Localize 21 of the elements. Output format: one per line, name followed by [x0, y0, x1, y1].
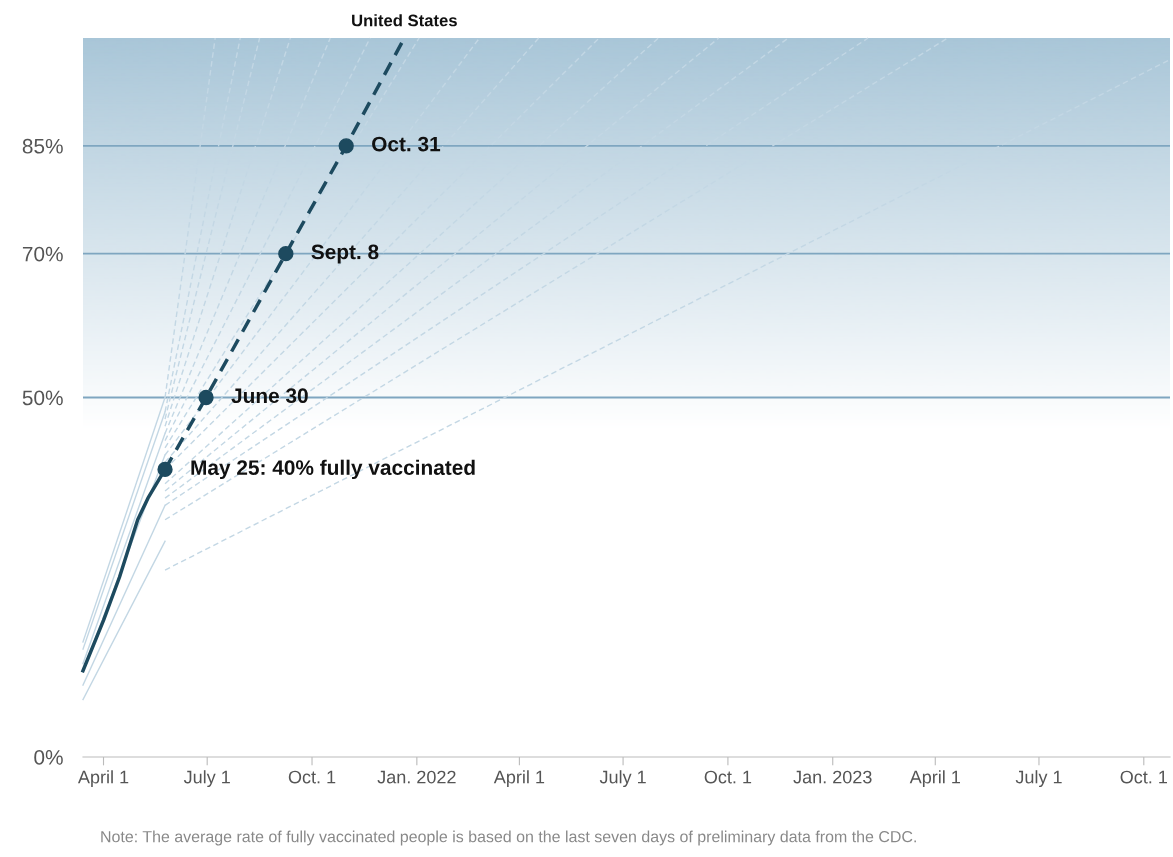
x-tick-label: July 1 — [599, 770, 646, 788]
text: Note: The average rate of fully vaccinated people is based on the last seven days of preliminary data from the CDC. — [101, 830, 916, 846]
x-tick-label: April 1 — [77, 770, 129, 788]
x-tick-label: Jan. 2023 — [793, 770, 872, 784]
x-tick-label: July 1 — [183, 770, 230, 788]
annotation: May 25: 40% fully vaccinated — [191, 459, 475, 480]
x-tick-label: Jan. 2022 — [377, 770, 456, 784]
x-tick-label: Oct. 1 — [704, 770, 752, 784]
y-tick-label: 50% — [22, 390, 63, 406]
x-tick-label: April 1 — [909, 770, 960, 788]
x-tick-label: Oct. 1 — [288, 770, 336, 784]
y-tick-label: 85% — [22, 138, 63, 154]
x-tick-label: Oct. 1 — [1120, 770, 1167, 784]
annotation: June 30 — [231, 388, 308, 404]
annotation: Sept. 8 — [311, 244, 379, 264]
x-tick-label: April 1 — [493, 770, 545, 788]
x-tick-label: July 1 — [1015, 770, 1062, 788]
series-label: United States — [352, 14, 457, 27]
annotation: Oct. 31 — [372, 136, 441, 152]
y-tick-label: 70% — [22, 246, 63, 262]
y-tick-label: 0% — [34, 750, 63, 765]
